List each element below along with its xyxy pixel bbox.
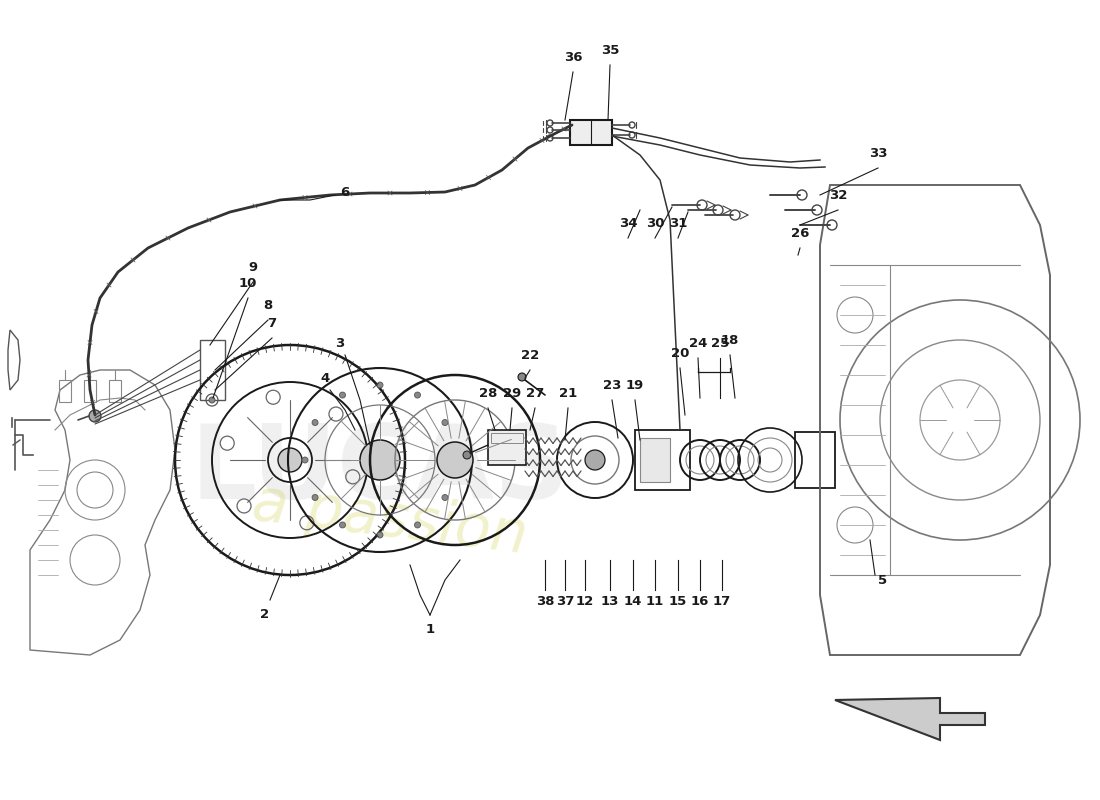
Text: 11: 11 — [646, 595, 664, 608]
Text: 37: 37 — [556, 595, 574, 608]
Text: 31: 31 — [669, 217, 688, 230]
Circle shape — [312, 419, 318, 426]
Text: 17: 17 — [713, 595, 732, 608]
Bar — [488, 430, 526, 465]
Circle shape — [377, 382, 383, 388]
Text: 38: 38 — [536, 595, 554, 608]
Text: 21: 21 — [559, 387, 578, 400]
Circle shape — [340, 392, 345, 398]
Circle shape — [415, 522, 420, 528]
Circle shape — [89, 410, 101, 422]
Text: 35: 35 — [601, 44, 619, 57]
Bar — [570, 120, 612, 145]
Circle shape — [340, 522, 345, 528]
Circle shape — [442, 419, 448, 426]
Text: 23: 23 — [603, 379, 622, 392]
Text: 13: 13 — [601, 595, 619, 608]
Circle shape — [360, 440, 400, 480]
Text: 27: 27 — [526, 387, 544, 400]
Text: 33: 33 — [869, 147, 888, 160]
Text: 26: 26 — [791, 227, 810, 240]
Bar — [795, 432, 835, 488]
Bar — [640, 438, 670, 482]
Text: 5: 5 — [878, 574, 887, 586]
Circle shape — [437, 442, 473, 478]
Text: 29: 29 — [503, 387, 521, 400]
Text: 36: 36 — [563, 51, 582, 64]
Text: 12: 12 — [576, 595, 594, 608]
Circle shape — [209, 397, 214, 403]
Circle shape — [452, 457, 458, 463]
Bar — [635, 430, 690, 490]
Text: 16: 16 — [691, 595, 710, 608]
Text: 18: 18 — [720, 334, 739, 347]
Text: 22: 22 — [521, 349, 539, 362]
Polygon shape — [835, 698, 984, 740]
Circle shape — [463, 451, 471, 459]
Text: 7: 7 — [267, 317, 276, 330]
Bar — [491, 433, 522, 443]
Text: 9: 9 — [249, 261, 257, 274]
Circle shape — [442, 494, 448, 501]
Text: LUCAS: LUCAS — [190, 419, 570, 521]
Text: 28: 28 — [478, 387, 497, 400]
Circle shape — [312, 494, 318, 501]
Text: 15: 15 — [669, 595, 688, 608]
Text: 24: 24 — [689, 337, 707, 350]
Circle shape — [415, 392, 420, 398]
Text: 8: 8 — [263, 299, 273, 312]
Bar — [109, 380, 121, 402]
Circle shape — [302, 457, 308, 463]
Text: 32: 32 — [828, 189, 847, 202]
Text: 10: 10 — [239, 277, 257, 290]
Bar — [59, 380, 72, 402]
Text: 30: 30 — [646, 217, 664, 230]
Text: 6: 6 — [340, 186, 350, 198]
Circle shape — [518, 373, 526, 381]
Text: 34: 34 — [618, 217, 637, 230]
Text: 19: 19 — [626, 379, 645, 392]
Bar — [200, 340, 225, 400]
Text: 3: 3 — [336, 337, 344, 350]
Bar — [84, 380, 96, 402]
Text: 4: 4 — [320, 372, 330, 385]
Text: 14: 14 — [624, 595, 642, 608]
Circle shape — [585, 450, 605, 470]
Text: 1: 1 — [426, 623, 434, 636]
Circle shape — [278, 448, 303, 472]
Text: 20: 20 — [671, 347, 690, 360]
Circle shape — [377, 532, 383, 538]
Text: 2: 2 — [261, 608, 270, 621]
Text: a passion: a passion — [250, 475, 531, 565]
Text: 25: 25 — [711, 337, 729, 350]
